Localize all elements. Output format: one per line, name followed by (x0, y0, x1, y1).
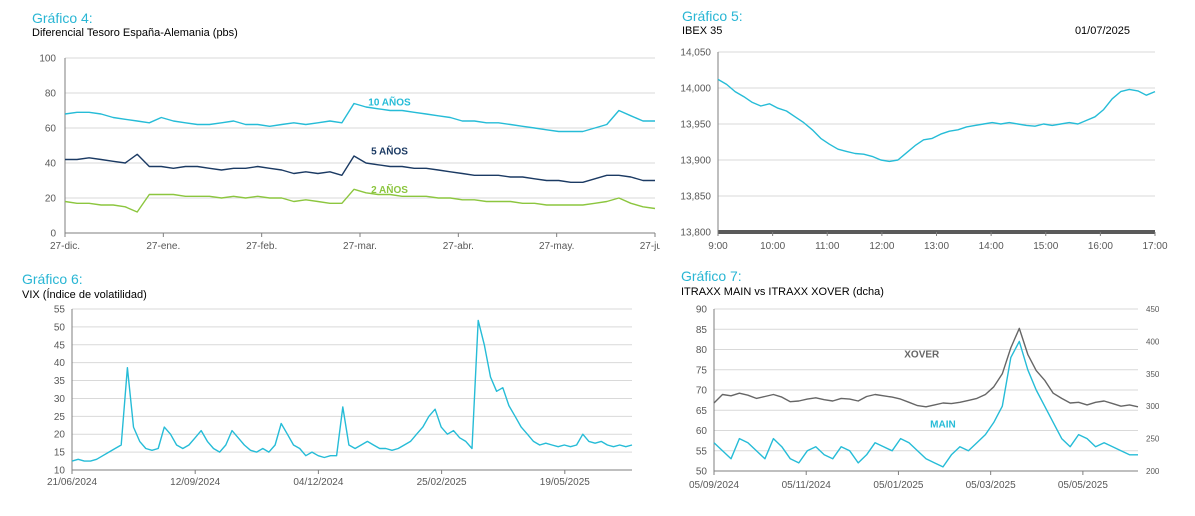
y-tick-label: 50 (696, 467, 708, 478)
x-tick-label: 19/05/2025 (540, 477, 590, 488)
y-tick-label: 80 (45, 89, 57, 100)
y-tick-label: 40 (54, 358, 66, 369)
y-tick-label: 70 (696, 386, 708, 397)
y-right-tick-label: 450 (1146, 305, 1160, 314)
chart-title: Gráfico 4: (32, 10, 93, 26)
x-tick-label: 05/03/2025 (966, 480, 1016, 491)
y-tick-label: 14,050 (680, 48, 711, 59)
chart-panel-g7: Gráfico 7: ITRAXX MAIN vs ITRAXX XOVER (… (660, 262, 1195, 516)
x-tick-label: 05/09/2024 (689, 480, 739, 491)
y-tick-label: 80 (696, 345, 708, 356)
chart-subtitle: IBEX 35 (682, 25, 723, 37)
y-right-tick-label: 200 (1146, 467, 1160, 476)
y-tick-label: 13,900 (680, 156, 711, 167)
x-tick-label: 05/05/2025 (1058, 480, 1108, 491)
y-tick-label: 30 (54, 394, 66, 405)
y-tick-label: 45 (54, 340, 66, 351)
chart-g4: 0 20 40 60 80 100 27-dic. 27-ene. 27-feb. 27-mar.… (39, 54, 660, 253)
x-tick-label: 15:00 (1033, 241, 1058, 252)
series-line (64, 188, 656, 213)
x-tick-label: 27-dic. (50, 241, 80, 252)
y-tick-label: 55 (696, 446, 708, 457)
x-tick-label: 14:00 (979, 241, 1004, 252)
chart-title: Gráfico 7: (681, 268, 742, 284)
x-tick-label: 27-jun. (640, 241, 660, 252)
chart-panel-g4: Gráfico 4: Diferencial Tesoro España-Ale… (0, 0, 660, 262)
series-line (65, 153, 655, 184)
chart-panel-g6: Gráfico 6: VIX (Índice de volatilidad) 1… (0, 262, 660, 516)
series-label: 2 AÑOS (371, 183, 408, 196)
y-tick-label: 13,800 (680, 228, 711, 239)
x-tick-label: 27-may. (539, 241, 574, 252)
chart-title: Gráfico 5: (682, 8, 743, 24)
chart-subtitle: Diferencial Tesoro España-Alemania (pbs) (32, 27, 238, 39)
y-tick-label: 60 (45, 124, 57, 135)
series-line (717, 78, 1156, 163)
x-tick-label: 05/11/2024 (782, 480, 832, 491)
x-tick-label: 9:00 (708, 241, 728, 252)
y-tick-label: 15 (54, 448, 66, 459)
y-tick-label: 14,000 (680, 84, 711, 95)
x-tick-label: 27-ene. (146, 241, 180, 252)
chart-g6: 10 15 20 25 30 35 40 45 50 55 21/06/2024 12/09/2024… (47, 305, 633, 488)
x-tick-label: 12/09/2024 (170, 477, 220, 488)
y-tick-label: 20 (54, 430, 66, 441)
x-tick-label: 17:00 (1142, 241, 1167, 252)
series-label: 5 AÑOS (371, 144, 408, 157)
y-right-tick-label: 250 (1146, 435, 1160, 444)
y-right-tick-label: 400 (1146, 337, 1160, 346)
y-tick-label: 50 (54, 322, 66, 333)
x-tick-label: 13:00 (924, 241, 949, 252)
x-tick-label: 25/02/2025 (417, 477, 467, 488)
series-line (71, 319, 633, 462)
y-tick-label: 40 (45, 159, 57, 170)
x-tick-label: 04/12/2024 (293, 477, 343, 488)
y-tick-label: 13,950 (680, 120, 711, 131)
x-tick-label: 27-feb. (246, 241, 277, 252)
y-right-tick-label: 300 (1146, 402, 1160, 411)
x-tick-label: 27-abr. (443, 241, 474, 252)
chart-g7: 50 55 60 65 70 75 80 85 90 200 250 300 350 400 450 05/0… (689, 305, 1160, 492)
y-tick-label: 75 (696, 365, 708, 376)
y-tick-label: 60 (696, 426, 708, 437)
series-line (713, 327, 1139, 408)
y-tick-label: 0 (50, 229, 56, 240)
series-line (713, 340, 1138, 468)
y-tick-label: 20 (45, 194, 57, 205)
x-tick-label: 16:00 (1088, 241, 1113, 252)
y-tick-label: 85 (696, 325, 708, 336)
chart-subtitle: VIX (Índice de volatilidad) (22, 289, 147, 301)
x-tick-label: 21/06/2024 (47, 477, 97, 488)
y-tick-label: 100 (39, 54, 56, 65)
series-line (64, 102, 655, 133)
series-label: 10 AÑOS (368, 95, 411, 108)
chart-panel-g5: Gráfico 5: IBEX 35 01/07/2025 13,800 13,8… (660, 0, 1195, 262)
chart-g5: 13,800 13,850 13,900 13,950 14,000 14,050 9:00… (680, 48, 1168, 253)
y-tick-label: 55 (54, 305, 66, 316)
series-label: MAIN (930, 419, 956, 430)
y-tick-label: 10 (54, 466, 66, 477)
y-tick-label: 35 (54, 376, 66, 387)
x-tick-label: 12:00 (869, 241, 894, 252)
x-tick-label: 10:00 (760, 241, 785, 252)
y-right-tick-label: 350 (1146, 370, 1160, 379)
chart-date: 01/07/2025 (1074, 25, 1130, 37)
series-label: XOVER (904, 350, 940, 361)
x-tick-label: 05/01/2025 (873, 480, 923, 491)
chart-subtitle: ITRAXX MAIN vs ITRAXX XOVER (dcha) (681, 286, 884, 298)
y-tick-label: 90 (696, 305, 708, 316)
x-tick-label: 27-mar. (343, 241, 377, 252)
y-tick-label: 65 (696, 406, 708, 417)
x-tick-label: 11:00 (815, 241, 840, 252)
y-tick-label: 25 (54, 412, 66, 423)
y-tick-label: 13,850 (680, 192, 711, 203)
chart-title: Gráfico 6: (22, 271, 83, 287)
